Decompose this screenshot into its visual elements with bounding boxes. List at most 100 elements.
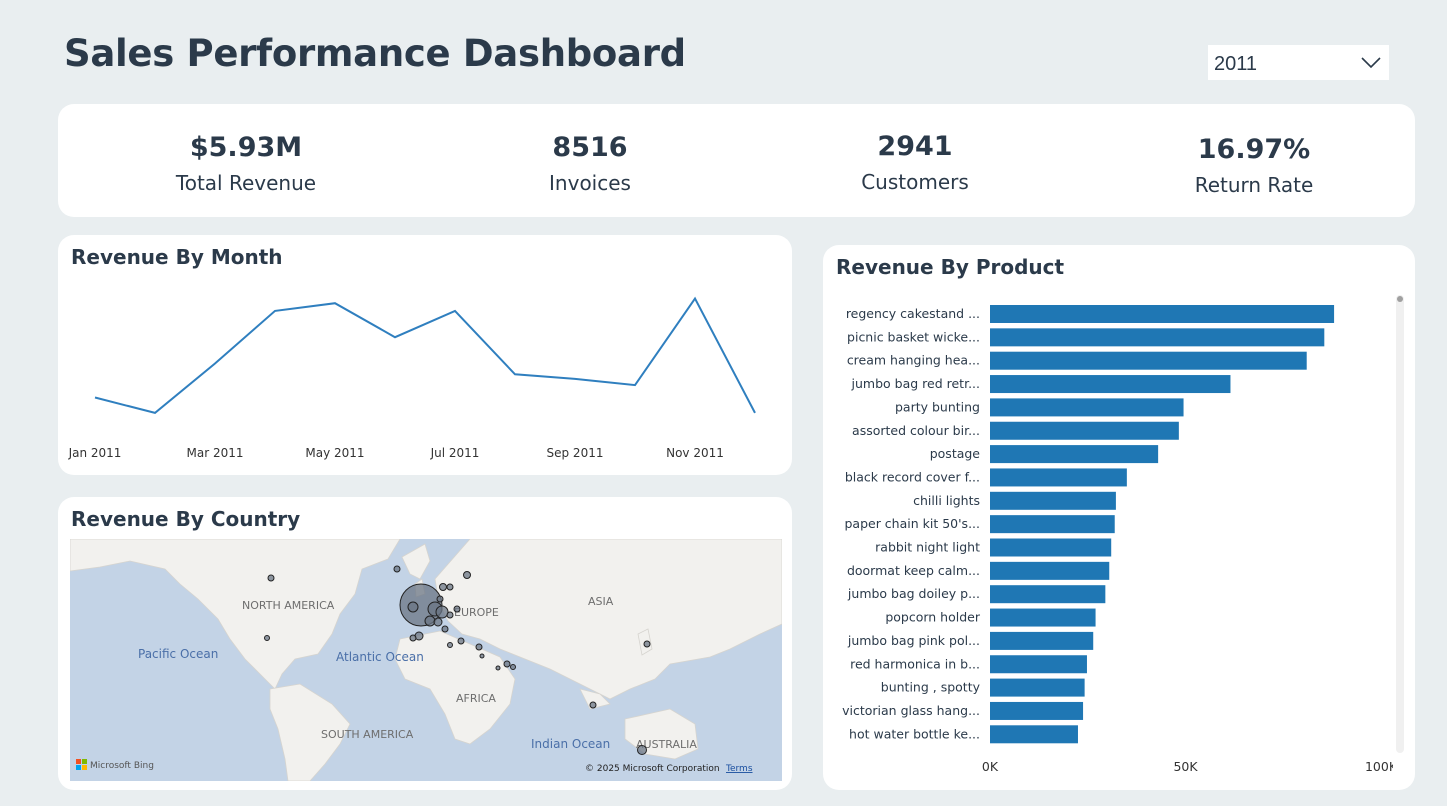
bar[interactable] [990, 445, 1159, 464]
map-label-north-america: NORTH AMERICA [242, 599, 335, 612]
bar[interactable] [990, 305, 1335, 323]
map-bubble[interactable] [447, 642, 453, 648]
chevron-down-icon [1361, 56, 1381, 68]
series-line [94, 296, 756, 414]
category-label: chilli lights [913, 493, 980, 508]
bar[interactable] [990, 351, 1307, 370]
kpi-return-rate: 16.97% Return Rate [1154, 134, 1354, 197]
map-bubble[interactable] [643, 640, 651, 648]
category-label: black record cover f... [845, 469, 980, 484]
kpi-label: Customers [861, 170, 969, 194]
map-bubbles [264, 565, 651, 755]
revenue-by-product-card: Revenue By Product regency cakestand ...… [823, 245, 1415, 790]
category-label: jumbo bag doiley p... [847, 586, 980, 601]
map-bubble[interactable] [435, 605, 449, 619]
map-bubble[interactable] [436, 595, 444, 603]
category-label: rabbit night light [875, 540, 980, 555]
kpi-value: $5.93M [189, 132, 303, 163]
map-bubble[interactable] [495, 665, 501, 671]
category-label: red harmonica in b... [850, 656, 980, 671]
map-terms-link[interactable]: Terms [725, 764, 753, 774]
map-bubble[interactable] [439, 583, 447, 591]
bar[interactable] [990, 468, 1127, 487]
microsoft-bing-logo: Microsoft Bing [76, 759, 154, 771]
category-label: cream hanging hea... [847, 353, 980, 368]
map-bubble[interactable] [637, 745, 647, 755]
map-label-africa: AFRICA [456, 692, 496, 705]
page-title: Sales Performance Dashboard [64, 32, 686, 75]
bar[interactable] [990, 725, 1078, 744]
category-label: victorian glass hang... [842, 703, 980, 718]
revenue-by-month-title: Revenue By Month [71, 245, 283, 269]
bar[interactable] [990, 561, 1110, 580]
category-label: bunting , spotty [881, 680, 981, 695]
map-bubble[interactable] [393, 565, 401, 573]
map-bubble[interactable] [424, 615, 436, 627]
bar[interactable] [990, 421, 1179, 440]
map-label-indian: Indian Ocean [531, 737, 610, 751]
map-bubble[interactable] [510, 664, 516, 670]
kpi-value: 2941 [877, 131, 953, 162]
bing-label: Microsoft Bing [90, 761, 154, 771]
revenue-by-month-chart[interactable]: Jan 2011 Mar 2011 May 2011 Jul 2011 Sep 2011… [58, 235, 792, 475]
bar[interactable] [990, 328, 1325, 347]
category-label: postage [930, 446, 981, 461]
x-tick-label: 0K [982, 759, 999, 774]
map-land [70, 539, 782, 781]
bar[interactable] [990, 375, 1231, 394]
kpi-label: Return Rate [1194, 173, 1314, 197]
category-label: regency cakestand ... [846, 306, 980, 321]
bar[interactable] [990, 585, 1106, 604]
map-bubble[interactable] [453, 605, 461, 613]
map-label-europe: EUROPE [454, 606, 499, 619]
x-tick-label: Nov 2011 [666, 446, 724, 460]
category-label: jumbo bag pink pol... [847, 633, 980, 648]
bar[interactable] [990, 655, 1087, 674]
map-bubble[interactable] [264, 635, 270, 641]
bar[interactable] [990, 538, 1112, 557]
map-bubble[interactable] [267, 574, 275, 582]
category-label: assorted colour bir... [852, 423, 980, 438]
category-label: hot water bottle ke... [849, 726, 980, 741]
bar[interactable] [990, 701, 1084, 720]
revenue-by-country-card: Revenue By Country NORTH AMERICA EUROPE … [58, 497, 792, 790]
scrollbar-thumb[interactable] [1397, 296, 1403, 302]
chart-scrollbar[interactable] [1396, 295, 1404, 753]
x-tick-label: Sep 2011 [547, 446, 604, 460]
revenue-map[interactable]: NORTH AMERICA EUROPE ASIA AFRICA SOUTH A… [70, 539, 782, 781]
map-label-atlantic: Atlantic Ocean [336, 650, 424, 664]
year-filter-dropdown[interactable]: 2011 [1208, 45, 1389, 80]
category-label: popcorn holder [885, 610, 981, 625]
map-bubble[interactable] [589, 701, 597, 709]
kpi-value: 16.97% [1197, 134, 1311, 165]
bar[interactable] [990, 515, 1115, 534]
kpi-panel: $5.93M Total Revenue 8516 Invoices 2941 … [58, 104, 1415, 217]
map-bubble[interactable] [433, 617, 443, 627]
map-label-australia: AUSTRALIA [636, 738, 697, 751]
bar[interactable] [990, 631, 1094, 650]
map-bubble[interactable] [479, 653, 485, 659]
map-bubble[interactable] [446, 611, 454, 619]
map-bubble[interactable] [503, 660, 511, 668]
year-filter-value: 2011 [1214, 53, 1258, 75]
map-bubble[interactable] [409, 634, 417, 642]
bar[interactable] [990, 678, 1085, 697]
map-bubble[interactable] [463, 571, 471, 579]
map-label-south-america: SOUTH AMERICA [321, 728, 414, 741]
revenue-by-product-title: Revenue By Product [836, 255, 1065, 279]
map-bubble[interactable] [457, 637, 465, 645]
x-tick-label: 100K [1365, 759, 1393, 774]
map-bubble[interactable] [446, 583, 454, 591]
revenue-by-country-title: Revenue By Country [71, 507, 301, 531]
bar[interactable] [990, 608, 1096, 627]
map-bubble[interactable] [475, 643, 483, 651]
revenue-by-product-chart[interactable]: regency cakestand ... picnic basket wicke… [823, 245, 1393, 790]
x-tick-label: Jul 2011 [430, 446, 480, 460]
category-label: doormat keep calm... [847, 563, 980, 578]
map-bubble[interactable] [407, 601, 419, 613]
bar[interactable] [990, 491, 1116, 510]
map-label-asia: ASIA [588, 595, 614, 608]
map-bubble[interactable] [441, 625, 449, 633]
bar[interactable] [990, 398, 1184, 417]
category-label: party bunting [895, 399, 980, 414]
